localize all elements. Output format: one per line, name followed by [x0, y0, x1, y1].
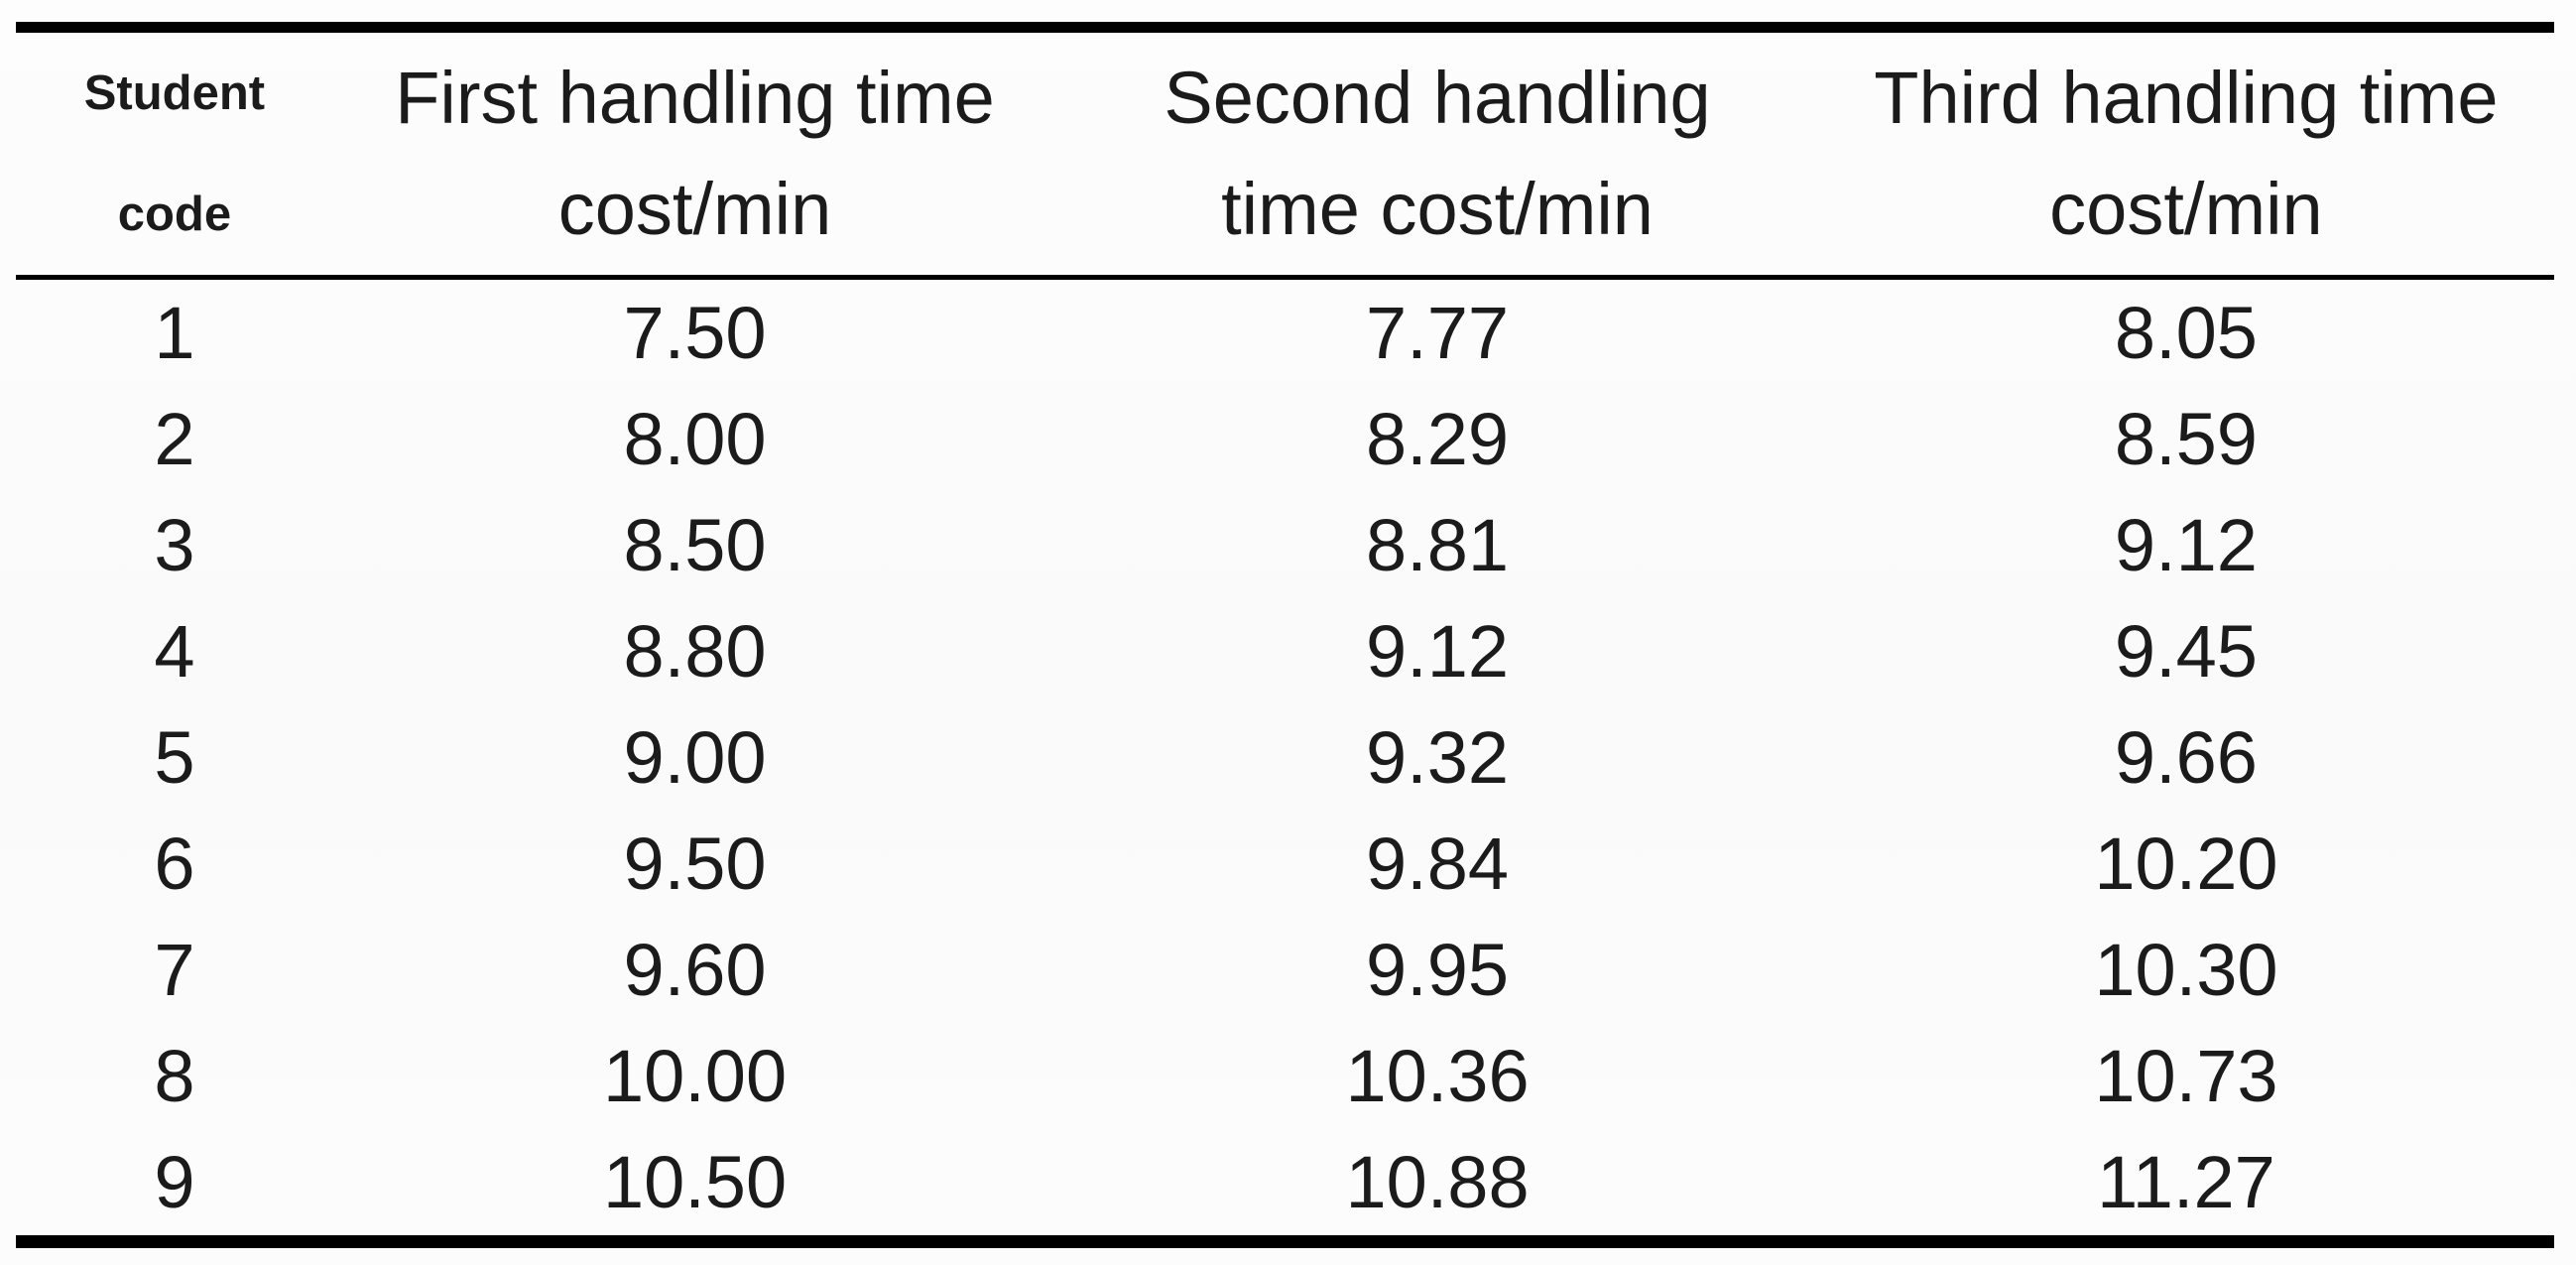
table-cell: 2 — [154, 398, 195, 480]
table-cell: 11.27 — [2097, 1141, 2275, 1223]
table-cell: 8.00 — [623, 398, 767, 480]
table-row: 6 9.50 9.84 10.20 — [16, 811, 2554, 917]
table-cell: 9 — [154, 1141, 195, 1223]
header-row: Student code First handling time cost/mi… — [16, 27, 2554, 280]
table-row: 2 8.00 8.29 8.59 — [16, 386, 2554, 492]
table-cell: 7.77 — [1366, 292, 1510, 374]
table-cell: 9.95 — [1366, 929, 1510, 1011]
table-cell: 9.12 — [2114, 504, 2258, 586]
table-cell: 10.50 — [602, 1141, 788, 1223]
col-header-third-handling-time: Third handling time cost/min — [1817, 27, 2554, 280]
table-cell: 8.50 — [623, 504, 767, 586]
table-cell: 7.50 — [623, 292, 767, 374]
table-header: Student code First handling time cost/mi… — [16, 27, 2554, 280]
table-cell: 9.12 — [1366, 610, 1510, 693]
table-cell: 8 — [154, 1035, 195, 1117]
table-row: 9 10.50 10.88 11.27 — [16, 1129, 2554, 1242]
table-cell: 8.81 — [1366, 504, 1510, 586]
header-line: code — [117, 188, 232, 241]
table-cell: 10.88 — [1345, 1141, 1530, 1223]
table-cell: 9.32 — [1366, 716, 1510, 799]
table-cell: 9.60 — [623, 929, 767, 1011]
table-cell: 1 — [154, 292, 195, 374]
handling-time-cost-table: Student code First handling time cost/mi… — [16, 22, 2554, 1248]
table-cell: 9.84 — [1366, 822, 1510, 905]
table-row: 4 8.80 9.12 9.45 — [16, 598, 2554, 704]
table-cell: 10.36 — [1345, 1035, 1530, 1117]
table-cell: 3 — [154, 504, 195, 586]
table-body: 1 7.50 7.77 8.05 2 8.00 8.29 8.59 3 8.50 8.81 9.12 4… — [16, 278, 2554, 1242]
table-cell: 10.73 — [2094, 1035, 2278, 1117]
col-header-student-code: Student code — [16, 27, 333, 280]
header-line: First handling time — [395, 57, 995, 139]
header-line: Third handling time — [1874, 57, 2499, 139]
table-cell: 8.29 — [1366, 398, 1510, 480]
table-cell: 8.80 — [623, 610, 767, 693]
table-cell: 9.66 — [2114, 716, 2258, 799]
table-row: 3 8.50 8.81 9.12 — [16, 492, 2554, 598]
table-cell: 10.20 — [2094, 822, 2278, 905]
table-cell: 10.30 — [2094, 929, 2278, 1011]
table-cell: 6 — [154, 822, 195, 905]
table-row: 1 7.50 7.77 8.05 — [16, 278, 2554, 387]
table-cell: 5 — [154, 716, 195, 799]
table-cell: 8.59 — [2114, 398, 2258, 480]
header-line: time cost/min — [1221, 168, 1654, 250]
header-line: Student — [83, 66, 266, 120]
table-cell: 10.00 — [602, 1035, 788, 1117]
table-cell: 9.00 — [623, 716, 767, 799]
header-line: cost/min — [557, 168, 832, 250]
table-cell: 8.05 — [2114, 292, 2258, 374]
table-row: 5 9.00 9.32 9.66 — [16, 704, 2554, 811]
table-cell: 7 — [154, 929, 195, 1011]
table-cell: 4 — [154, 610, 195, 693]
table-row: 8 10.00 10.36 10.73 — [16, 1023, 2554, 1129]
table-row: 7 9.60 9.95 10.30 — [16, 917, 2554, 1023]
header-line: Second handling — [1164, 57, 1711, 139]
col-header-second-handling-time: Second handling time cost/min — [1056, 27, 1818, 280]
header-line: cost/min — [2049, 168, 2323, 250]
table-cell: 9.45 — [2114, 610, 2258, 693]
table-cell: 9.50 — [623, 822, 767, 905]
col-header-first-handling-time: First handling time cost/min — [332, 27, 1057, 280]
